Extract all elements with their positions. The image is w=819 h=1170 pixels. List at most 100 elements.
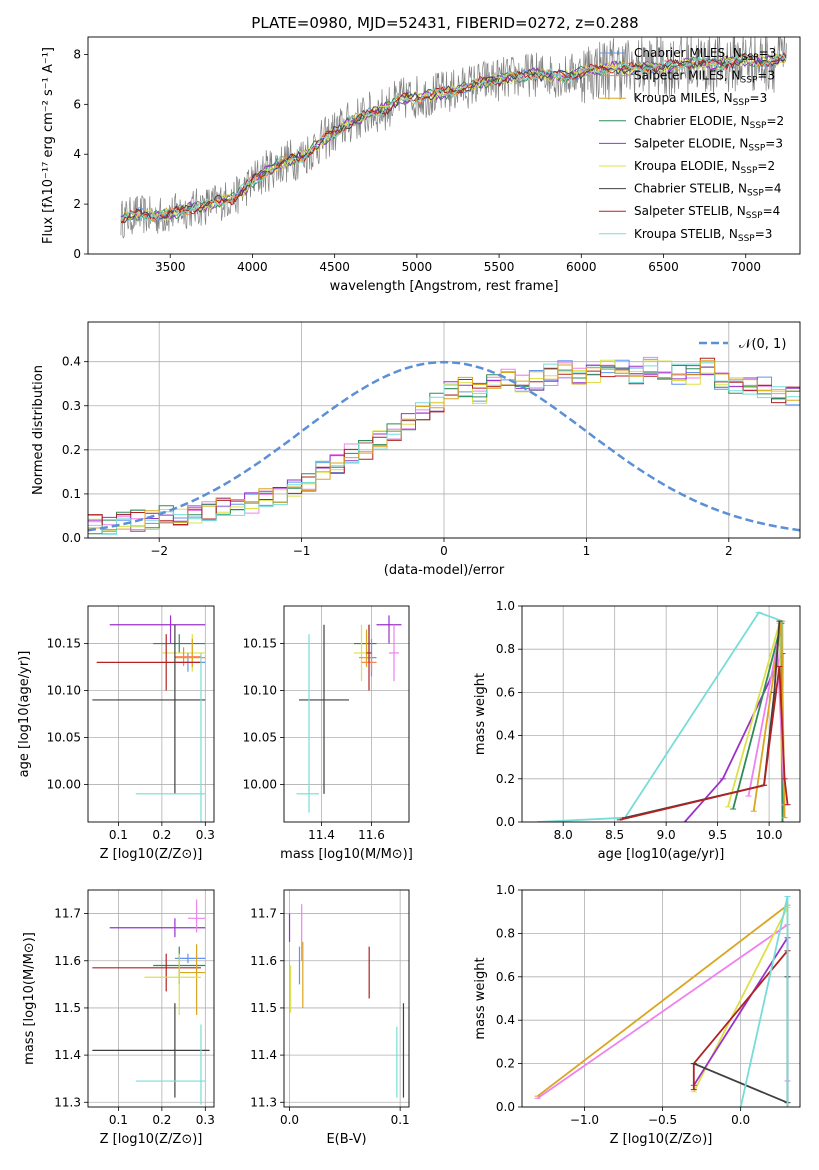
x-tick-label: 9.5 [708, 828, 727, 842]
weight-series [534, 611, 786, 822]
y-tick-label: 11.4 [250, 1048, 277, 1062]
legend-entry: Kroupa ELODIE, NSSP=2 [634, 159, 775, 176]
legend-entry: Salpeter MILES, NSSP=3 [634, 69, 775, 86]
errorbar-point [109, 615, 206, 644]
y-axis-label: age [log10(age/yr)] [17, 651, 32, 778]
y-tick-label: 0.0 [62, 531, 81, 545]
x-tick-label: 0.2 [152, 828, 171, 842]
y-axis-label: Flux [fλ10⁻¹⁷ erg cm⁻² s⁻¹ A⁻¹] [41, 47, 56, 244]
x-axis-label: Z [log10(Z/Z⊙)] [100, 847, 203, 862]
y-tick-label: 0.3 [62, 399, 81, 413]
histogram-step [88, 358, 800, 532]
errorbar-point [296, 634, 319, 813]
y-tick-label: 11.7 [250, 907, 277, 921]
legend-sub: SSP [746, 211, 763, 221]
weight-series [616, 665, 791, 821]
y-axis-label: mass weight [473, 673, 488, 755]
y-tick-label: 11.6 [250, 954, 277, 968]
x-tick-label: 6500 [648, 260, 679, 274]
legend-main: Chabrier ELODIE, N [634, 114, 750, 128]
x-tick-label: 8.5 [605, 828, 624, 842]
axes-frame [87, 889, 215, 1108]
x-tick-label: 0.3 [196, 1113, 215, 1127]
chart-mass-vs-age: 11.4 11.6 10.00 10.05 10.10 10.15 mass [log10(… [243, 605, 413, 862]
errorbar-point [187, 899, 206, 933]
errorbar-point [174, 953, 206, 964]
y-tick-label: 0.0 [496, 1100, 515, 1114]
x-axis-label: Z [log10(Z/Z⊙)] [100, 1132, 203, 1147]
x-tick-label: 11.6 [358, 828, 385, 842]
plot-area [288, 904, 405, 1098]
x-tick-label: 10.0 [756, 828, 783, 842]
errorbar-point [92, 624, 206, 794]
legend-tail: =3 [755, 227, 773, 241]
model-line [120, 54, 787, 224]
legend-entry: Chabrier STELIB, NSSP=4 [634, 182, 782, 199]
axes-frame [87, 605, 215, 823]
weight-series [621, 620, 783, 819]
model-line [120, 51, 787, 224]
legend-tail: =2 [757, 159, 775, 173]
histogram-step [88, 356, 800, 530]
errorbar-point [153, 634, 206, 653]
y-tick-label: 4 [73, 147, 81, 161]
x-tick-label: 0.3 [196, 828, 215, 842]
x-axis-label: E(B-V) [326, 1132, 366, 1147]
legend-tail: =3 [757, 69, 775, 83]
errorbar-point [144, 953, 201, 1016]
y-tick-label: 0.8 [496, 642, 515, 656]
legend-main: Salpeter STELIB, N [634, 204, 746, 218]
y-tick-label: 8 [73, 47, 81, 61]
legend-main: Chabrier STELIB, N [634, 182, 747, 196]
errorbar-point [359, 629, 372, 668]
chart-ebv-vs-mass: 0.0 0.1 11.3 11.4 11.5 11.6 11.7 E(B-V) [250, 889, 410, 1147]
x-tick-label: 11.4 [308, 828, 335, 842]
errorbar-point [299, 624, 349, 794]
axes-frame [521, 889, 801, 1108]
errorbar-point [354, 624, 377, 663]
y-tick-label: 10.15 [47, 637, 81, 651]
legend-sub: SSP [733, 98, 750, 108]
plot-area [88, 356, 800, 535]
y-tick-label: 0.8 [496, 926, 515, 940]
y-tick-label: 11.3 [250, 1095, 277, 1109]
model-line [120, 52, 787, 223]
y-tick-label: 10.00 [47, 777, 81, 791]
x-tick-label: −1.0 [570, 1113, 599, 1127]
axes-frame [283, 605, 410, 823]
x-tick-label: 9.0 [657, 828, 676, 842]
x-tick-label: 3500 [155, 260, 186, 274]
y-tick-label: 0.2 [62, 443, 81, 457]
legend-tail: =2 [766, 114, 784, 128]
y-tick-label: 0.4 [496, 729, 515, 743]
y-tick-label: 11.4 [54, 1048, 81, 1062]
legend: 𝒩(0, 1) [699, 337, 786, 352]
chart-z-vs-age: 0.1 0.2 0.3 10.00 10.05 10.10 10.15 Z [log10(Z/… [17, 605, 215, 862]
y-tick-label: 0.6 [496, 970, 515, 984]
y-tick-label: 0.2 [496, 1057, 515, 1071]
y-tick-label: 11.6 [54, 954, 81, 968]
chart-z-vs-weight: −1.0 −0.5 0.0 0.0 0.2 0.4 0.6 0.8 1.0 Z [log10(Z/… [473, 883, 801, 1147]
y-axis-label: mass weight [473, 957, 488, 1039]
x-tick-label: 0.0 [280, 1113, 299, 1127]
errorbar-point [96, 634, 201, 691]
errorbar-point [174, 647, 201, 667]
y-tick-label: 0.4 [62, 355, 81, 369]
legend-entry: Chabrier ELODIE, NSSP=2 [634, 114, 784, 131]
x-tick-label: 0.1 [109, 1113, 128, 1127]
legend-tail: =3 [750, 91, 768, 105]
x-tick-label: 0.0 [731, 1113, 750, 1127]
model-line [120, 55, 787, 221]
legend-main: Salpeter ELODIE, N [634, 136, 748, 150]
errorbar-point [389, 624, 399, 682]
errorbar-point [92, 953, 201, 992]
x-tick-label: 0.1 [391, 1113, 410, 1127]
weight-line [619, 666, 789, 821]
legend-tail: =3 [759, 46, 777, 60]
y-tick-label: 6 [73, 97, 81, 111]
x-axis-label: wavelength [Angstrom, rest frame] [330, 279, 559, 294]
y-tick-label: 11.7 [54, 907, 81, 921]
chart-age-vs-weight: 8.0 8.5 9.0 9.5 10.0 0.0 0.2 0.4 0.6 0.8 1.0 age [l… [473, 599, 801, 862]
